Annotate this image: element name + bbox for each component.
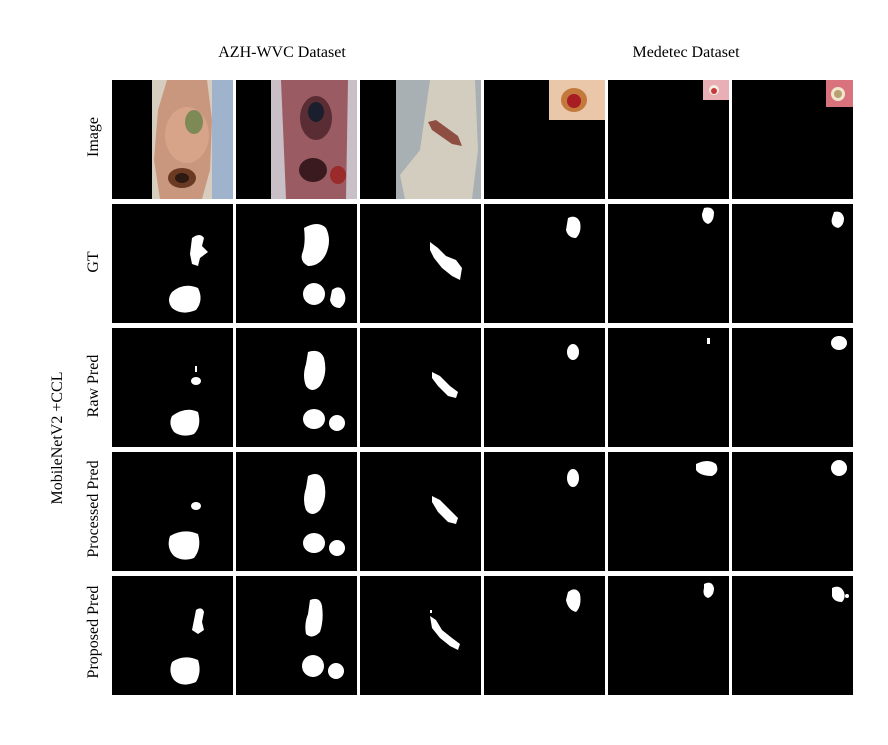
gt-mask-1 [112,204,233,323]
wound-photo-medetec-3 [732,80,853,199]
processed-pred-mask-6 [732,452,853,571]
mask-shape [432,496,458,524]
mask-shape [831,460,847,476]
proposed-pred-mask-2 [236,576,357,695]
proposed-pred-mask-1 [112,576,233,695]
row-label-proposed-pred: Proposed Pred [85,585,102,679]
row-label-gt: GT [85,251,102,273]
medetec-dataset-title: Medetec Dataset [632,44,740,61]
image-cell-5 [608,80,729,199]
mask-shape [707,338,710,344]
mask-shape [432,372,458,398]
raw-pred-mask-1 [112,328,233,447]
processed-pred-mask-3 [360,452,481,571]
mask-shape [831,211,844,228]
mask-shape [567,344,579,360]
mask-shape [430,610,460,650]
wound-photo-medetec-1 [484,80,605,199]
gt-mask-2 [236,204,357,323]
mask-shape [566,589,581,612]
mask-shape [303,350,345,431]
row-label-raw-pred: Raw Pred [85,354,102,418]
row-label-image: Image [85,117,102,157]
azh-wvc-dataset-title: AZH-WVC Dataset [218,44,346,61]
proposed-pred-mask-3 [360,576,481,695]
mask-shape [302,598,344,679]
processed-pred-mask-1 [112,452,233,571]
processed-pred-mask-2 [236,452,357,571]
wound-photo-heel [112,80,233,199]
raw-pred-mask-5 [608,328,729,447]
processed-pred-mask-4 [484,452,605,571]
gt-mask-4 [484,204,605,323]
raw-pred-mask-2 [236,328,357,447]
raw-pred-mask-3 [360,328,481,447]
processed-pred-mask-5 [608,452,729,571]
image-cell-6 [732,80,853,199]
proposed-pred-mask-4 [484,576,605,695]
image-cell-3 [360,80,481,199]
mask-shape [301,224,346,308]
mask-shape [702,207,714,224]
mask-shape [169,235,208,313]
mask-shape [168,502,201,560]
mask-shape [170,608,204,685]
mask-shape [303,474,345,556]
raw-pred-mask-4 [484,328,605,447]
mask-shape [566,216,581,238]
mask-shape [831,336,847,350]
mask-shape [430,242,462,280]
row-label-processed-pred: Processed Pred [85,460,102,558]
mask-shape [567,469,579,487]
method-label: MobileNetV2 +CCL [49,371,66,505]
mask-shape [696,461,718,476]
mask-shape [703,582,714,598]
wound-photo-ankle [360,80,481,199]
gt-mask-5 [608,204,729,323]
wound-photo-leg [236,80,357,199]
mask-shape [832,586,849,602]
gt-mask-6 [732,204,853,323]
comparison-grid [112,80,853,695]
image-cell-4 [484,80,605,199]
image-cell-2 [236,80,357,199]
proposed-pred-mask-5 [608,576,729,695]
gt-mask-3 [360,204,481,323]
raw-pred-mask-6 [732,328,853,447]
image-cell-1 [112,80,233,199]
wound-photo-medetec-2 [608,80,729,199]
proposed-pred-mask-6 [732,576,853,695]
mask-shape [170,366,201,436]
